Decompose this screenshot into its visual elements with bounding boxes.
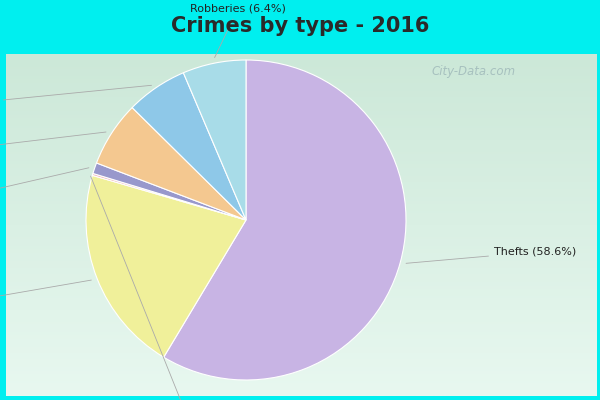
Text: Auto thefts (6.6%): Auto thefts (6.6%)	[0, 132, 106, 158]
Text: Robberies (6.4%): Robberies (6.4%)	[190, 4, 286, 58]
Wedge shape	[132, 73, 246, 220]
Wedge shape	[93, 163, 246, 220]
Wedge shape	[86, 175, 246, 357]
Text: Thefts (58.6%): Thefts (58.6%)	[406, 247, 576, 263]
Text: Rapes (1.1%): Rapes (1.1%)	[0, 168, 89, 206]
Text: Assaults (6.2%): Assaults (6.2%)	[0, 85, 152, 110]
Wedge shape	[92, 174, 246, 220]
Text: Crimes by type - 2016: Crimes by type - 2016	[171, 16, 429, 36]
Text: Burglaries (20.9%): Burglaries (20.9%)	[0, 280, 91, 313]
Wedge shape	[164, 60, 406, 380]
Text: City-Data.com: City-Data.com	[432, 66, 516, 78]
Wedge shape	[97, 108, 246, 220]
Text: Murders (0.2%): Murders (0.2%)	[91, 176, 236, 400]
Wedge shape	[184, 60, 246, 220]
